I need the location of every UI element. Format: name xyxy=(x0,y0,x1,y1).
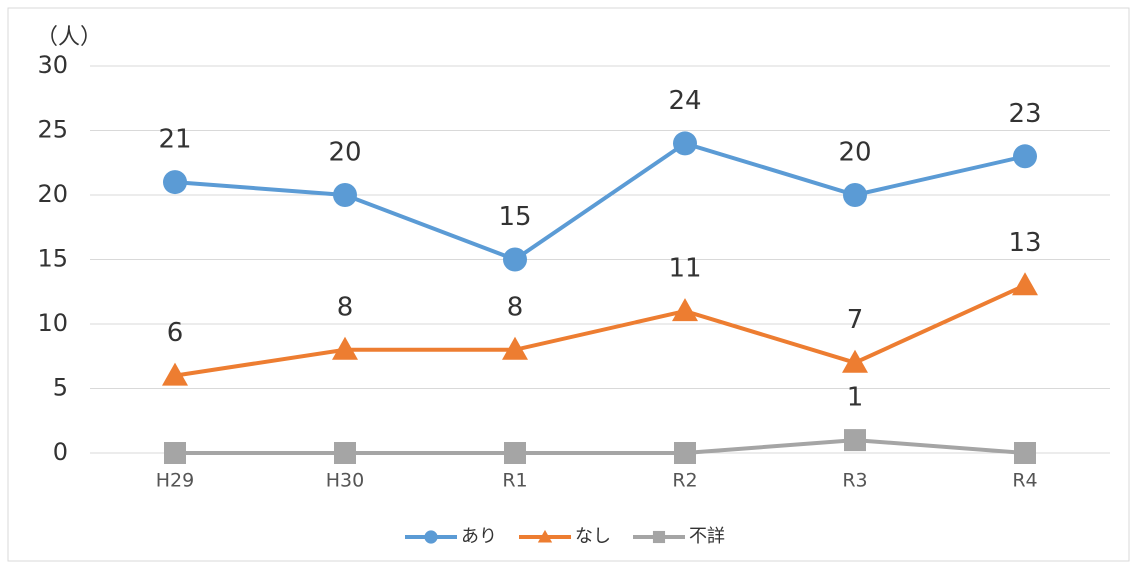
y-tick-label: 10 xyxy=(37,309,68,337)
x-tick-label: R3 xyxy=(842,470,867,492)
data-label: 1 xyxy=(847,383,864,413)
x-tick-label: H29 xyxy=(156,470,194,492)
series-line xyxy=(174,283,1026,378)
data-point xyxy=(332,336,358,360)
data-label: 8 xyxy=(337,292,354,322)
data-label: 23 xyxy=(1008,99,1041,129)
legend-label: あり xyxy=(461,526,497,547)
data-label: 7 xyxy=(847,305,864,335)
data-label: 8 xyxy=(507,292,524,322)
y-tick-label: 15 xyxy=(37,245,68,273)
data-label: 11 xyxy=(668,254,701,284)
y-tick-label: 25 xyxy=(37,116,68,144)
y-tick-label: 30 xyxy=(37,51,68,79)
y-tick-label: 0 xyxy=(53,438,68,466)
data-point xyxy=(673,131,697,156)
x-tick-label: H30 xyxy=(326,470,364,492)
legend-label: なし xyxy=(575,526,611,547)
data-point xyxy=(674,442,696,464)
data-point xyxy=(334,442,356,464)
data-point xyxy=(1013,144,1037,169)
series-line xyxy=(174,141,1026,262)
data-label: 21 xyxy=(158,125,191,155)
x-tick-label: R2 xyxy=(672,470,697,492)
legend-marker xyxy=(537,529,553,543)
data-point xyxy=(504,442,526,464)
x-tick-label: R4 xyxy=(1012,470,1037,492)
x-tick-label: R1 xyxy=(502,470,527,492)
y-tick-label: 20 xyxy=(37,180,68,208)
data-point xyxy=(162,362,188,386)
data-label: 20 xyxy=(328,138,361,168)
y-axis-label: （人） xyxy=(36,25,102,50)
data-point xyxy=(333,183,357,207)
data-point xyxy=(842,349,868,373)
y-tick-label: 5 xyxy=(53,374,68,402)
legend-marker xyxy=(424,530,438,544)
legend-marker xyxy=(652,530,666,544)
data-point xyxy=(163,170,187,195)
data-point xyxy=(503,247,527,272)
legend-label: 不詳 xyxy=(689,526,725,547)
data-point xyxy=(844,429,866,452)
data-point xyxy=(843,183,867,207)
data-point xyxy=(1012,272,1038,296)
series-line xyxy=(175,438,1026,455)
data-point xyxy=(164,442,186,464)
data-point xyxy=(502,336,528,360)
data-label: 13 xyxy=(1008,228,1041,258)
data-point xyxy=(672,298,698,322)
data-point xyxy=(1014,442,1036,464)
chart-frame xyxy=(7,7,1130,562)
data-label: 24 xyxy=(668,86,701,116)
data-label: 20 xyxy=(838,138,871,168)
data-label: 6 xyxy=(167,318,184,348)
data-label: 15 xyxy=(498,202,531,232)
